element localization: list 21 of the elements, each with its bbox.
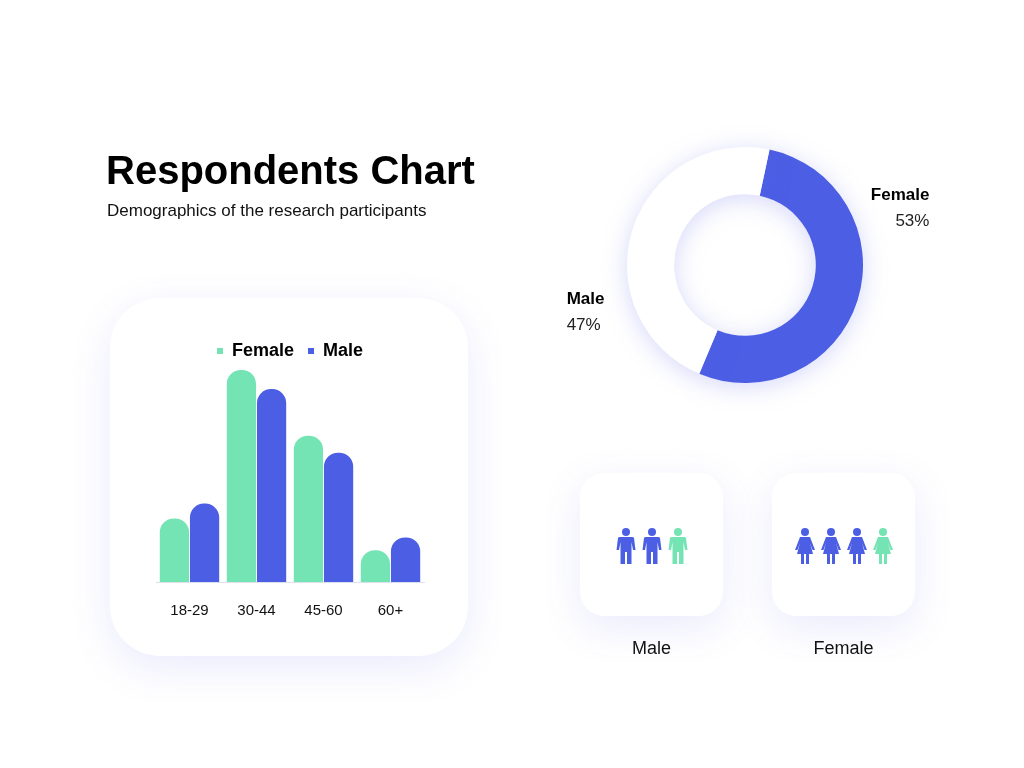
legend-label: Male xyxy=(323,339,364,360)
slice-label: Male xyxy=(566,288,605,308)
text: Male xyxy=(631,638,672,659)
x-tick-label: 60+ xyxy=(377,601,404,619)
x-tick-label: 18-29 xyxy=(170,601,209,619)
bar xyxy=(390,537,421,582)
slice-label: Female xyxy=(870,184,930,204)
bar xyxy=(323,452,354,582)
text: Female xyxy=(812,638,875,659)
chart-title: Respondents Chart xyxy=(106,148,475,193)
x-tick-label: 45-60 xyxy=(304,601,343,619)
data-label: 47% xyxy=(566,314,601,334)
legend-label: Female xyxy=(231,339,295,360)
data-label: 53% xyxy=(895,210,930,230)
bar xyxy=(189,503,220,582)
bar xyxy=(293,435,324,582)
chart-subtitle: Demographics of the research participants xyxy=(107,201,427,221)
bar xyxy=(256,389,287,582)
bar xyxy=(159,518,190,582)
bar xyxy=(226,370,257,582)
x-tick-label: 30-44 xyxy=(237,601,276,619)
